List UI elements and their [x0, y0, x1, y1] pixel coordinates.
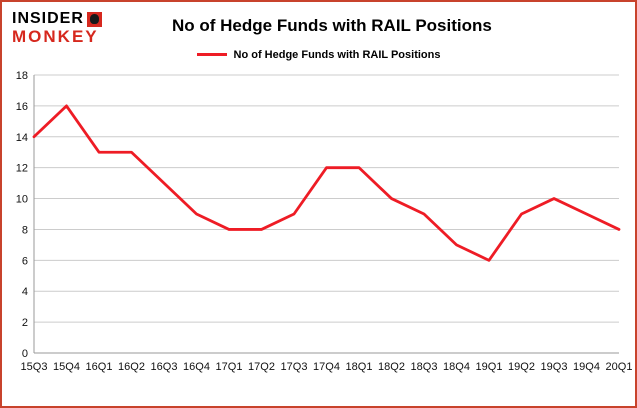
x-tick-label: 19Q2 — [508, 361, 535, 373]
y-tick-label: 0 — [22, 348, 28, 360]
x-tick-label: 18Q4 — [443, 361, 470, 373]
x-tick-label: 17Q3 — [281, 361, 308, 373]
x-tick-label: 16Q2 — [118, 361, 145, 373]
y-tick-label: 14 — [16, 131, 28, 143]
x-tick-label: 15Q3 — [21, 361, 48, 373]
x-tick-label: 16Q1 — [86, 361, 113, 373]
insider-monkey-logo: INSIDER MONKEY — [12, 10, 162, 47]
y-tick-label: 12 — [16, 162, 28, 174]
x-tick-label: 17Q4 — [313, 361, 340, 373]
x-tick-label: 19Q1 — [476, 361, 503, 373]
x-tick-label: 18Q1 — [346, 361, 373, 373]
y-tick-label: 2 — [22, 317, 28, 329]
x-tick-label: 17Q1 — [216, 361, 243, 373]
x-tick-label: 16Q4 — [183, 361, 210, 373]
x-tick-label: 19Q4 — [573, 361, 600, 373]
x-tick-label: 19Q3 — [541, 361, 568, 373]
y-tick-label: 16 — [16, 101, 28, 113]
x-tick-label: 17Q2 — [248, 361, 275, 373]
y-tick-label: 8 — [22, 224, 28, 236]
hedge-funds-line-chart: 0 2 4 6 8 10 12 14 16 18 15Q3 15Q4 16Q1 16Q2 16Q3 16Q4 1… — [16, 70, 633, 373]
chart-area: 0 2 4 6 8 10 12 14 16 18 15Q3 15Q4 16Q1 16Q2 16Q3 16Q4 1… — [2, 61, 635, 388]
page-title: No of Hedge Funds with RAIL Positions — [172, 16, 492, 35]
logo-text-monkey: MONKEY — [12, 27, 99, 46]
y-tick-label: 4 — [22, 286, 28, 298]
series-line-hedge-funds — [32, 104, 621, 262]
legend: No of Hedge Funds with RAIL Positions — [2, 49, 635, 61]
legend-line-swatch — [196, 53, 227, 57]
y-tick-label: 18 — [16, 70, 28, 82]
x-tick-label: 18Q2 — [378, 361, 405, 373]
y-tick-label: 6 — [22, 255, 28, 267]
logo-text-insider: INSIDER — [12, 10, 84, 27]
monkey-icon — [86, 11, 102, 27]
x-tick-label: 20Q1 — [606, 361, 633, 373]
legend-label: No of Hedge Funds with RAIL Positions — [233, 48, 441, 61]
y-tick-label: 10 — [16, 193, 28, 205]
x-tick-label: 18Q3 — [411, 361, 438, 373]
x-tick-label: 16Q3 — [151, 361, 178, 373]
header: INSIDER MONKEY No of Hedge Funds with RA… — [2, 2, 635, 47]
x-tick-label: 15Q4 — [53, 361, 80, 373]
